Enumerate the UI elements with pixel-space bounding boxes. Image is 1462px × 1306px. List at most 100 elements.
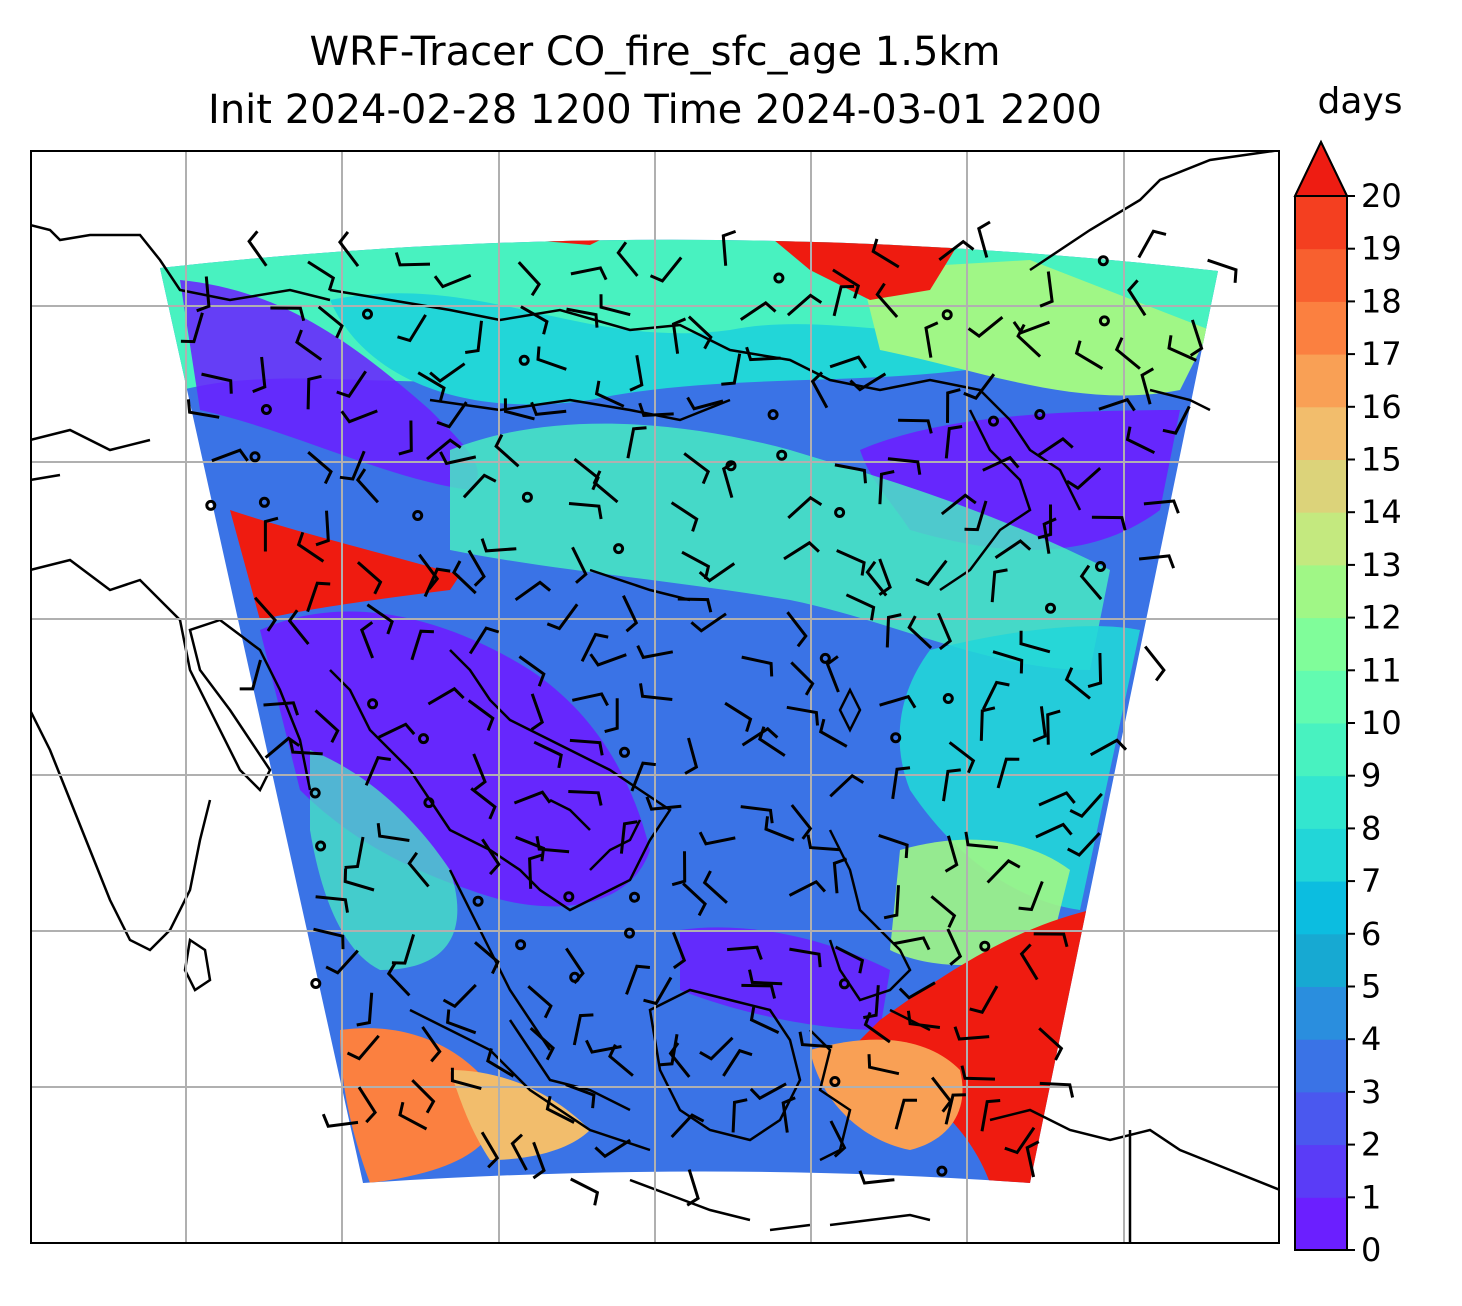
wind-barb: [594, 380, 625, 408]
wind-barb: [960, 1065, 996, 1081]
wind-barb: [1033, 932, 1069, 948]
wind-barb: [681, 550, 711, 580]
wind-barb: [682, 882, 707, 917]
wind-barb: [517, 261, 541, 297]
colorbar-band-11: [1295, 617, 1347, 671]
wind-barb: [937, 612, 953, 651]
wind-barb: [749, 1006, 780, 1034]
wind-barb: [321, 1113, 359, 1128]
wind-barb: [527, 985, 553, 1019]
wind-barb: [690, 612, 727, 633]
wind-barb: [1207, 258, 1238, 283]
wind-barb: [253, 596, 277, 632]
wind-barb: [594, 1138, 632, 1159]
wind-barb: [898, 418, 933, 434]
wind-barb: [818, 718, 848, 748]
tracer-age-map: [30, 150, 1280, 1244]
wind-calm-marker: [613, 543, 625, 555]
wind-barb: [599, 294, 631, 317]
wind-barb: [832, 857, 848, 894]
wind-barb: [834, 945, 865, 974]
wind-barb: [417, 371, 446, 401]
wind-barb: [907, 615, 933, 650]
wind-calm-marker: [1034, 409, 1046, 420]
wind-barb: [433, 274, 472, 289]
wind-barb: [1091, 515, 1127, 531]
wind-barb: [834, 463, 867, 484]
colorbar-tick-label: 13: [1361, 546, 1402, 584]
wind-barb: [625, 964, 651, 995]
wind-barb: [1046, 709, 1061, 745]
wind-barb: [472, 753, 487, 791]
wind-barb: [829, 773, 865, 798]
wind-barb: [702, 870, 728, 904]
wind-barb: [442, 983, 477, 1009]
wind-barb: [724, 701, 753, 733]
wind-barb: [994, 539, 1032, 559]
wind-barb: [798, 1031, 833, 1049]
wind-barb: [356, 992, 374, 1027]
wind-barb: [964, 500, 988, 532]
wind-barb: [418, 553, 440, 590]
colorbar-tick-label: 18: [1361, 282, 1402, 320]
wind-barb: [883, 885, 900, 920]
wind-barb: [568, 790, 603, 806]
colorbar-extend-arrow: [1293, 139, 1349, 197]
wind-barb: [721, 460, 736, 499]
wind-barb: [1037, 437, 1074, 457]
wind-barb: [486, 1047, 515, 1078]
wind-barb: [1035, 822, 1073, 839]
field-purple-south: [680, 927, 890, 1030]
wind-barb: [307, 260, 336, 291]
wind-barb: [467, 699, 495, 731]
wind-calm-marker: [988, 415, 999, 427]
wind-barb: [467, 549, 486, 587]
wind-barb: [1087, 652, 1103, 689]
wind-barb: [829, 355, 867, 369]
coast-java: [629, 1178, 931, 1232]
colorbar-band-13: [1295, 512, 1347, 566]
wind-barb: [786, 611, 808, 648]
wind-barb: [568, 502, 603, 520]
wind-barb: [503, 398, 535, 421]
wind-barb: [344, 836, 365, 869]
wind-calm-marker: [767, 409, 779, 421]
wind-barb: [741, 726, 779, 747]
wind-barb: [604, 698, 619, 734]
colorbar-tick-label: 3: [1361, 1073, 1381, 1111]
wind-calm-marker: [819, 652, 831, 664]
wind-barb: [1038, 791, 1076, 807]
wind-barb: [1066, 466, 1102, 490]
wind-barb: [944, 835, 959, 873]
wind-barb: [1004, 1126, 1036, 1155]
wind-barb: [528, 853, 543, 889]
colorbar-tick-label: 8: [1361, 809, 1381, 847]
gridlines: [30, 150, 1280, 1244]
wind-barb: [885, 613, 902, 648]
wind-calm-marker: [205, 499, 217, 511]
wind-calm-marker: [563, 891, 575, 903]
colorbar-band-1: [1295, 1144, 1347, 1198]
wind-calm-marker: [629, 891, 640, 903]
wind-barb: [306, 374, 322, 410]
wind-barb: [749, 1082, 787, 1101]
wind-barb: [630, 761, 656, 792]
wind-barb: [671, 851, 687, 887]
colorbar-band-2: [1295, 1091, 1347, 1146]
colorbar-band-5: [1295, 933, 1347, 987]
wind-barb: [684, 737, 699, 775]
wind-barb: [781, 1096, 796, 1133]
wind-barb: [570, 266, 608, 281]
wind-barb: [295, 329, 323, 361]
wind-barb: [340, 409, 378, 424]
wind-barb: [376, 823, 410, 842]
field-aqua-mid: [450, 423, 1110, 670]
colorbar-units: days: [1317, 81, 1403, 122]
wind-calm-marker: [1097, 255, 1109, 267]
wind-barb: [942, 768, 961, 802]
colorbar-band-19: [1295, 196, 1347, 250]
coast-india: [30, 558, 312, 952]
wind-calm-marker: [521, 491, 533, 503]
